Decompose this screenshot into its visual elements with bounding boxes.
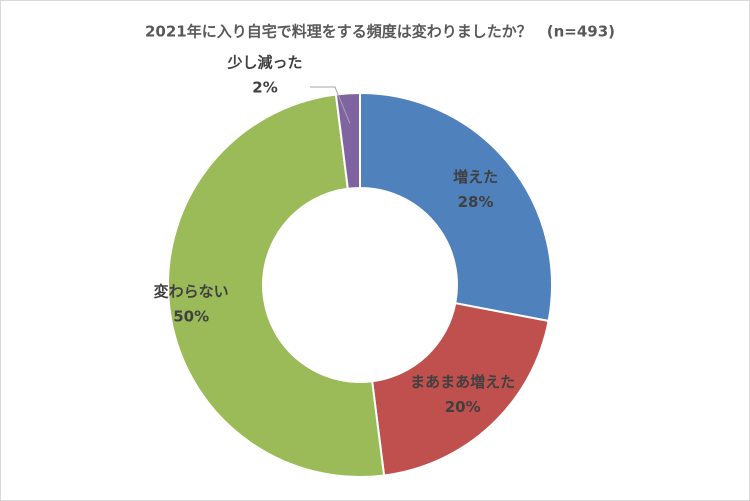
- donut-slice: [166, 93, 386, 479]
- leader-line: [310, 86, 351, 124]
- donut-slice: [371, 302, 550, 477]
- category-label: 増えた: [453, 168, 498, 186]
- category-label: 変わらない: [154, 282, 229, 300]
- category-label: 少し減った: [226, 54, 302, 72]
- category-label: まあまあ増えた: [410, 373, 515, 391]
- value-label: 2%: [252, 79, 277, 97]
- value-label: 20%: [445, 398, 481, 416]
- value-label: 50%: [173, 307, 209, 325]
- donut-slice: [359, 91, 553, 323]
- chart-title: 2021年に入り自宅で料理をする頻度は変わりましたか？ (n=493): [145, 23, 615, 41]
- value-label: 28%: [458, 193, 494, 211]
- donut-slice: [334, 91, 361, 190]
